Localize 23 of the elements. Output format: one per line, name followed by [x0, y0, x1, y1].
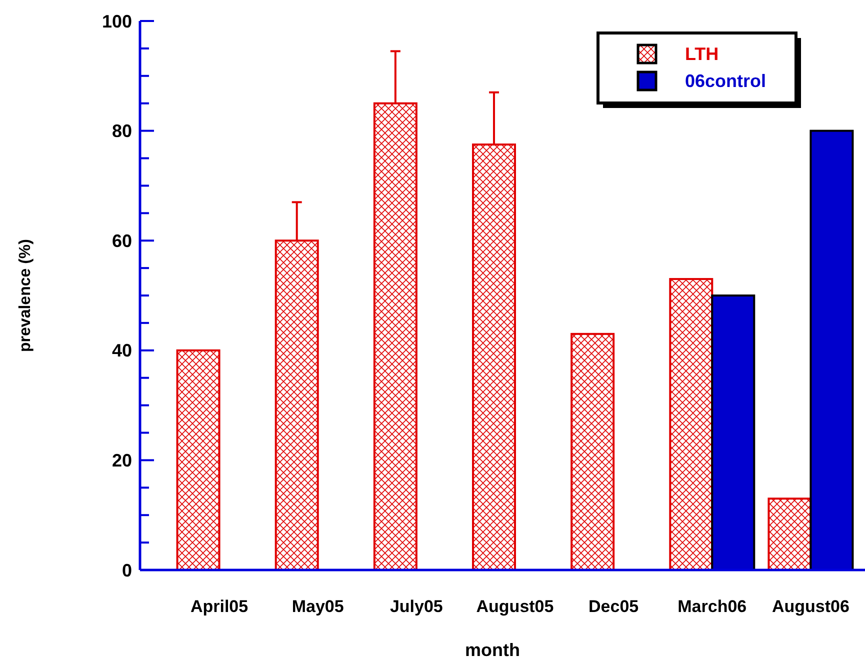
x-tick-label: May05 — [292, 597, 344, 616]
bar — [810, 130, 854, 571]
x-tick-label: March06 — [678, 597, 747, 616]
bar — [768, 498, 812, 571]
x-tick-label: April05 — [190, 597, 248, 616]
y-tick-label: 100 — [102, 11, 132, 32]
x-tick-label: August06 — [772, 597, 850, 616]
legend-label: 06control — [685, 71, 766, 91]
x-axis-title: month — [465, 640, 520, 660]
y-tick-label: 20 — [112, 450, 132, 470]
y-tick-label: 40 — [112, 340, 132, 361]
y-tick-label: 80 — [112, 121, 132, 142]
x-tick-label: Dec05 — [588, 597, 639, 616]
y-axis-title: prevalence (%) — [17, 239, 34, 352]
bar — [669, 278, 714, 571]
bar — [711, 294, 756, 571]
x-tick-label: July05 — [390, 597, 443, 616]
y-tick-label: 60 — [112, 230, 132, 251]
bar — [570, 332, 615, 571]
y-tick-label: 0 — [122, 560, 132, 580]
x-tick-label: August05 — [476, 597, 554, 616]
bar — [176, 349, 220, 571]
legend-label: LTH — [685, 44, 719, 64]
